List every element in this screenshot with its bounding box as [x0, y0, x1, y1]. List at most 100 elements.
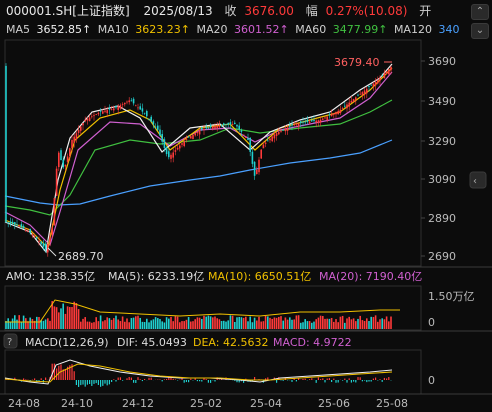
volume-bar [38, 317, 40, 329]
macd-bar [71, 364, 73, 380]
ma-legend: MA5 3652.85↑ MA10 3623.23↑ MA20 3601.52↑… [6, 22, 462, 38]
volume-bar [88, 321, 91, 329]
candle-body [300, 121, 302, 124]
candle-body [201, 127, 203, 130]
x-tick-24-10: 24-10 [61, 397, 93, 410]
macd-help-button[interactable] [3, 333, 18, 349]
candle-body [159, 129, 161, 136]
vol-ma5-label: MA(5): 6233.19亿 [108, 270, 204, 283]
macd-bar [84, 380, 86, 387]
ma10-value: 3623.23↑ [135, 23, 190, 36]
macd-bar [181, 377, 183, 380]
volume-bar [234, 322, 236, 329]
candle-body [267, 140, 269, 142]
macd-bar [199, 380, 201, 382]
volume-bar [82, 318, 84, 329]
candle-body [163, 139, 166, 148]
candle-body [148, 118, 150, 120]
macd-bar [53, 363, 55, 380]
volume-bar [11, 318, 14, 329]
macd-bar [236, 380, 238, 383]
candle-body [181, 143, 183, 145]
candle-body [179, 145, 181, 149]
candle-body [280, 131, 282, 132]
volume-bar [368, 321, 370, 329]
macd-bar [295, 380, 297, 382]
macd-bar [276, 380, 278, 383]
macd-bar [139, 379, 141, 380]
macd-bar [357, 377, 359, 380]
macd-bar [183, 380, 185, 383]
volume-bar [249, 316, 251, 329]
macd-bar [317, 377, 319, 380]
candle-body [84, 119, 86, 122]
volume-bar [258, 316, 260, 329]
macd-bar [119, 377, 121, 380]
candle-body [143, 112, 146, 114]
candle-body [88, 117, 91, 122]
volume-bar [357, 318, 359, 329]
macd-value: MACD: 4.9722 [273, 336, 352, 349]
candle-body [315, 120, 317, 123]
candle-body [183, 140, 185, 147]
amo-label: AMO: 1238.35亿 [6, 270, 95, 283]
volume-bar [62, 303, 64, 329]
candle-body [117, 106, 119, 111]
candle-body [284, 128, 287, 132]
index-code[interactable]: 000001.SH[上证指数] [6, 4, 130, 18]
volume-bar [271, 318, 273, 329]
vol-ma20-label: MA(20): 7190.40亿 [319, 270, 422, 283]
macd-bar [201, 380, 203, 382]
ma20-value: 3601.52↑ [233, 23, 289, 36]
macd-bar [337, 380, 339, 383]
price-tick-3090: 3090 [428, 173, 456, 186]
candle-body [60, 150, 62, 160]
change-label: 幅 [305, 4, 318, 18]
ma20-label: MA20 [196, 23, 228, 36]
quote-header: 000001.SH[上证指数] 2025/08/13 收 3676.00 幅 0… [6, 3, 435, 19]
macd-bar [293, 378, 295, 380]
macd-dea-line [4, 363, 393, 383]
candle-body [77, 129, 80, 133]
candle-body [324, 117, 326, 119]
candle-body [313, 119, 315, 121]
volume-bar [196, 317, 199, 329]
collapse-header-button[interactable]: ⌃ [471, 4, 489, 20]
candle-body [328, 114, 331, 116]
macd-bar [168, 377, 170, 380]
macd-bar [172, 378, 174, 380]
volume-bar [253, 317, 256, 329]
candle-body [27, 231, 29, 233]
macd-bar [60, 364, 62, 380]
macd-bar [194, 377, 196, 380]
candle-body [95, 114, 97, 115]
volume-unit-label: 1.50万亿 [428, 290, 475, 303]
volume-bar [370, 316, 372, 329]
volume-bar [231, 315, 234, 329]
volume-bar [300, 322, 302, 329]
candle-body [385, 71, 388, 75]
volume-bar [291, 319, 293, 329]
candle-body [31, 234, 34, 236]
volume-bar [16, 319, 18, 329]
candle-body [245, 137, 247, 139]
volume-bar [388, 321, 390, 329]
macd-bar [353, 380, 355, 382]
volume-bar [130, 318, 133, 329]
macd-dif-line [4, 359, 393, 385]
panel-toggle-button[interactable] [469, 171, 487, 189]
candle-body [36, 237, 38, 239]
candle-body [99, 111, 102, 113]
candle-body [278, 132, 280, 135]
ma-settings-button[interactable]: ⌄ [471, 23, 489, 39]
volume-bar [29, 317, 31, 329]
volume-bar [121, 316, 124, 329]
macd-bar [243, 380, 245, 383]
volume-bar [157, 318, 159, 329]
volume-bar [311, 322, 313, 329]
macd-bar [375, 377, 377, 380]
volume-bar [289, 317, 291, 329]
candle-body [102, 111, 104, 114]
volume-bar [205, 316, 207, 329]
